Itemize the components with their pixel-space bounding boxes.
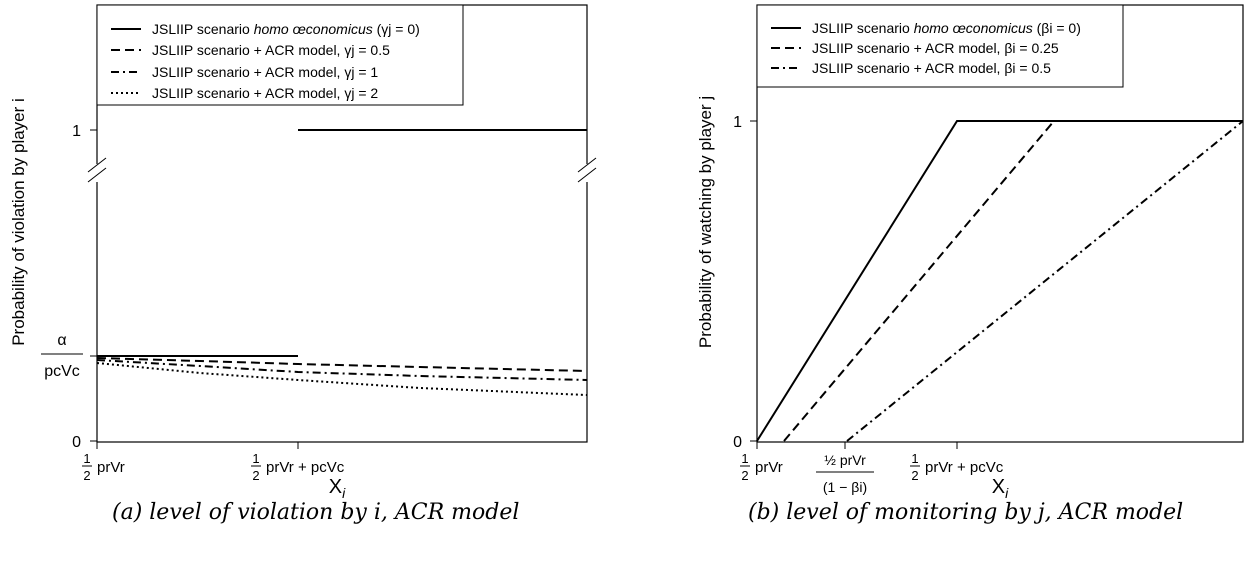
caption-b: (b) level of monitoring by j, ACR model [748,500,1184,525]
legend-entry: JSLIIP scenario + ACR model, βi = 0.5 [812,60,1051,76]
panel-a: JSLIIP scenario homo œconomicus (γj = 0)… [9,4,597,500]
x-tick-label-2: 1 2 prVr + pcVc [251,451,345,483]
y-tick-label-alpha: α [57,332,66,349]
x-axis-label: Xi [329,476,346,500]
y-tick-label-one: 1 [72,123,81,140]
y-tick-label-one: 1 [733,114,742,131]
legend-entry: JSLIIP scenario homo œconomicus (γj = 0) [152,21,420,37]
series-dotted [96,362,588,396]
half-numerator: 1 [252,451,259,466]
fraction-numerator: ½ prVr [824,452,866,468]
tick-expression: prVr + pcVc [925,459,1004,476]
legend-entry: JSLIIP scenario + ACR model, γj = 1 [152,64,378,80]
tick-expression: prVr + pcVc [266,459,345,476]
series-dashed [783,120,1243,442]
legend-b: JSLIIP scenario homo œconomicus (βi = 0)… [756,4,1124,88]
axis-break-mark [87,157,107,173]
caption-a: (a) level of violation by i, ACR model [112,500,520,525]
tick-expression: prVr [755,459,783,476]
fraction-denominator: (1 − βi) [823,479,867,495]
x-tick-label-2: ½ prVr (1 − βi) [816,452,874,495]
axis-break-gap-left [92,164,104,182]
legend-box [756,4,1124,88]
y-tick-label-denominator: pcVc [44,363,80,380]
series-dashed [96,357,588,372]
legend-a: JSLIIP scenario homo œconomicus (γj = 0)… [96,4,464,106]
axis-break-mark [577,167,597,183]
y-axis-label: Probability of violation by player i [9,98,28,346]
x-tick-label-1: 1 2 prVr [82,451,125,483]
axis-break-mark [577,157,597,173]
legend-entry: JSLIIP scenario + ACR model, βi = 0.25 [812,40,1059,56]
series-dashdot [846,120,1244,442]
half-denominator: 2 [252,468,259,483]
y-axis-label: Probability of watching by player j [696,96,715,348]
legend-entry: JSLIIP scenario + ACR model, γj = 2 [152,85,378,101]
half-denominator: 2 [83,468,90,483]
panel-b: JSLIIP scenario homo œconomicus (βi = 0)… [696,4,1244,500]
x-axis-label: Xi [992,476,1009,500]
half-denominator: 2 [911,468,918,483]
half-numerator: 1 [741,451,748,466]
half-numerator: 1 [83,451,90,466]
y-tick-label-zero: 0 [72,434,81,451]
x-tick-label-3: 1 2 prVr + pcVc [910,451,1004,483]
legend-box [96,4,464,106]
figure: JSLIIP scenario homo œconomicus (γj = 0)… [9,4,1244,500]
half-denominator: 2 [741,468,748,483]
y-tick-label-zero: 0 [733,434,742,451]
series-solid [756,120,1243,442]
series-dashdot [96,359,588,381]
legend-entry: JSLIIP scenario + ACR model, γj = 0.5 [152,42,390,58]
tick-expression: prVr [97,459,125,476]
axis-break-mark [87,167,107,183]
half-numerator: 1 [911,451,918,466]
legend-entry: JSLIIP scenario homo œconomicus (βi = 0) [812,20,1081,36]
x-tick-label-1: 1 2 prVr [740,451,783,483]
